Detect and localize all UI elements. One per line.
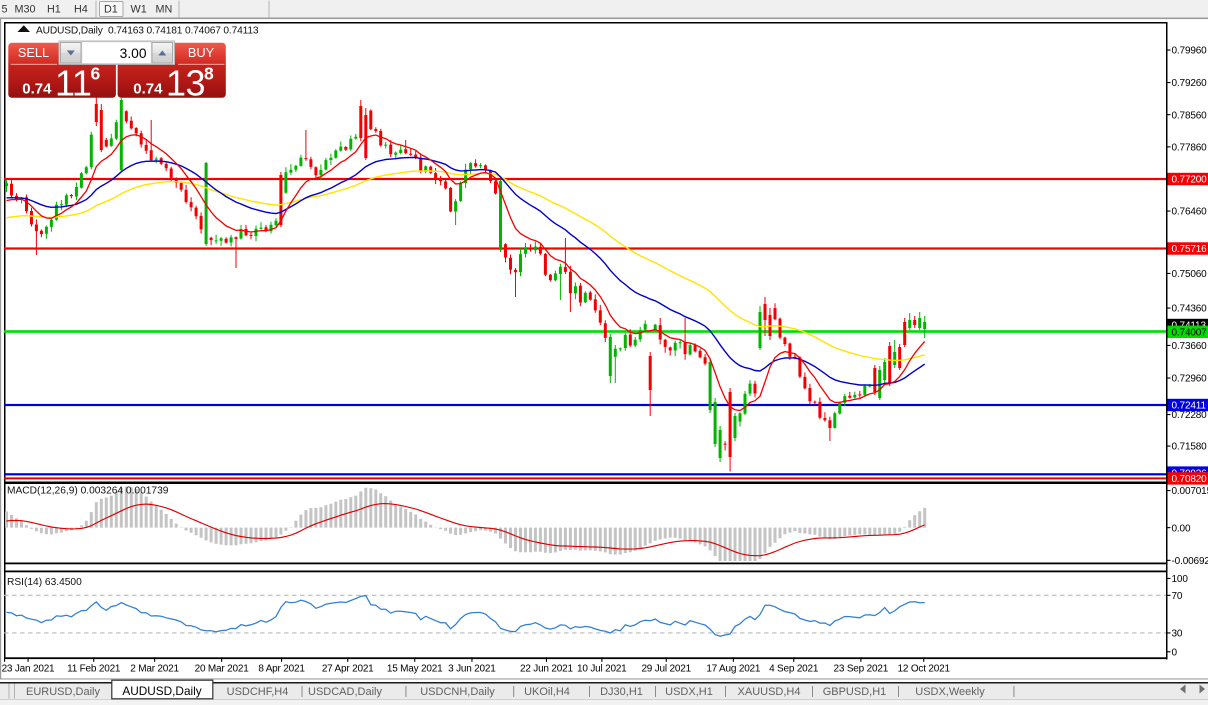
svg-text:29 Jul 2021: 29 Jul 2021 <box>641 664 691 675</box>
svg-text:11: 11 <box>55 63 91 104</box>
svg-text:4 Sep 2021: 4 Sep 2021 <box>769 664 819 675</box>
svg-text:0.74007: 0.74007 <box>1172 328 1208 339</box>
svg-text:0.72280: 0.72280 <box>1172 410 1208 421</box>
svg-text:8 Apr 2021: 8 Apr 2021 <box>258 664 305 675</box>
svg-text:12 Oct 2021: 12 Oct 2021 <box>898 664 951 675</box>
svg-text:0.79260: 0.79260 <box>1172 78 1208 89</box>
svg-text:USDCAD,Daily: USDCAD,Daily <box>308 686 382 698</box>
svg-text:H1: H1 <box>47 3 61 15</box>
svg-text:0: 0 <box>1172 647 1178 658</box>
svg-text:11 Feb 2021: 11 Feb 2021 <box>67 664 121 675</box>
svg-text:3.00: 3.00 <box>120 46 147 61</box>
svg-text:0.77860: 0.77860 <box>1172 143 1208 154</box>
svg-text:USDX,H1: USDX,H1 <box>665 686 713 698</box>
svg-text:70: 70 <box>1172 591 1183 602</box>
svg-text:XAUUSD,H4: XAUUSD,H4 <box>738 686 801 698</box>
svg-text:DJ30,H1: DJ30,H1 <box>600 686 643 698</box>
svg-text:0.79960: 0.79960 <box>1172 46 1208 57</box>
svg-text:6: 6 <box>91 64 101 84</box>
svg-text:UKOil,H4: UKOil,H4 <box>524 686 570 698</box>
svg-text:M30: M30 <box>15 3 36 15</box>
svg-text:3 Jun 2021: 3 Jun 2021 <box>448 664 496 675</box>
svg-text:MACD(12,26,9) 0.003264 0.00173: MACD(12,26,9) 0.003264 0.001739 <box>7 486 169 497</box>
svg-text:GBPUSD,H1: GBPUSD,H1 <box>823 686 887 698</box>
svg-text:0.72960: 0.72960 <box>1172 374 1208 385</box>
svg-text:0.74: 0.74 <box>133 81 163 98</box>
svg-text:0.74: 0.74 <box>22 81 52 98</box>
svg-text:0.74360: 0.74360 <box>1172 304 1208 315</box>
svg-text:13: 13 <box>166 63 205 104</box>
svg-text:30: 30 <box>1172 629 1183 640</box>
svg-text:23 Sep 2021: 23 Sep 2021 <box>834 664 889 675</box>
svg-text:USDCHF,H4: USDCHF,H4 <box>227 686 289 698</box>
svg-text:EURUSD,Daily: EURUSD,Daily <box>26 686 100 698</box>
svg-text:AUDUSD,Daily 0.74163 0.74181: AUDUSD,Daily 0.74163 0.74181 0.74067 0.7… <box>36 26 259 37</box>
svg-text:0.78560: 0.78560 <box>1172 110 1208 121</box>
svg-text:USDX,Weekly: USDX,Weekly <box>915 686 985 698</box>
svg-text:0.75716: 0.75716 <box>1172 244 1208 255</box>
svg-text:22 Jun 2021: 22 Jun 2021 <box>520 664 573 675</box>
svg-text:0.75060: 0.75060 <box>1172 269 1208 280</box>
svg-text:17 Aug 2021: 17 Aug 2021 <box>706 664 761 675</box>
svg-text:BUY: BUY <box>188 45 215 60</box>
svg-text:5: 5 <box>2 3 8 15</box>
svg-text:15 May 2021: 15 May 2021 <box>387 664 443 675</box>
svg-text:RSI(14) 63.4500: RSI(14) 63.4500 <box>7 577 82 588</box>
svg-text:W1: W1 <box>131 3 147 15</box>
svg-text:SELL: SELL <box>18 45 49 60</box>
svg-text:0.73660: 0.73660 <box>1172 341 1208 352</box>
svg-text:8: 8 <box>204 64 214 84</box>
svg-text:23 Jan 2021: 23 Jan 2021 <box>2 664 55 675</box>
svg-text:USDCNH,Daily: USDCNH,Daily <box>420 686 495 698</box>
svg-text:0.76460: 0.76460 <box>1172 207 1208 218</box>
svg-text:H4: H4 <box>74 3 88 15</box>
svg-text:0.00: 0.00 <box>1172 523 1191 534</box>
svg-text:-0.006923: -0.006923 <box>1172 556 1208 567</box>
svg-text:0.007015: 0.007015 <box>1172 486 1208 497</box>
svg-text:0.77200: 0.77200 <box>1172 175 1208 186</box>
svg-text:100: 100 <box>1172 574 1189 585</box>
svg-text:MN: MN <box>156 3 173 15</box>
svg-text:27 Apr 2021: 27 Apr 2021 <box>322 664 374 675</box>
svg-text:20 Mar 2021: 20 Mar 2021 <box>195 664 250 675</box>
svg-text:D1: D1 <box>104 3 118 15</box>
svg-text:0.71580: 0.71580 <box>1172 442 1208 453</box>
svg-text:AUDUSD,Daily: AUDUSD,Daily <box>122 684 201 698</box>
svg-text:2 Mar 2021: 2 Mar 2021 <box>130 664 179 675</box>
svg-text:0.70820: 0.70820 <box>1172 474 1208 485</box>
svg-text:0.72411: 0.72411 <box>1172 401 1207 412</box>
svg-text:10 Jul 2021: 10 Jul 2021 <box>577 664 627 675</box>
